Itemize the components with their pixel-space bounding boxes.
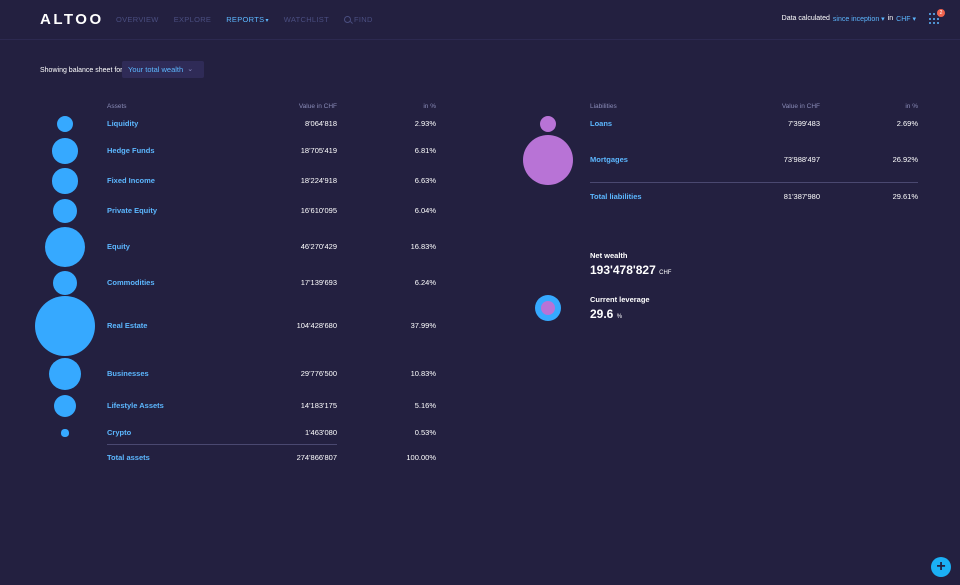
- total-liabilities-pct: 29.61%: [892, 192, 918, 201]
- asset-bubble: [48, 357, 82, 391]
- asset-pct: 10.83%: [410, 369, 436, 378]
- leverage-value: 29.6 %: [590, 307, 622, 321]
- chevron-down-icon: ⌄: [187, 66, 194, 73]
- liabilities-divider: [590, 182, 918, 183]
- asset-bubble: [53, 394, 77, 418]
- chevron-down-icon: ▾: [912, 16, 916, 23]
- net-wealth-unit: CHF: [659, 270, 672, 276]
- liability-pct: 2.69%: [896, 119, 918, 128]
- asset-label[interactable]: Equity: [107, 242, 130, 251]
- asset-pct: 2.93%: [414, 119, 436, 128]
- asset-label[interactable]: Businesses: [107, 369, 149, 378]
- assets-header: Assets: [107, 103, 127, 110]
- chevron-down-icon: ▾: [881, 16, 885, 23]
- calc-prefix: Data calculated: [781, 15, 830, 22]
- assets-pct-header: in %: [423, 103, 436, 110]
- asset-value: 18'705'419: [300, 146, 337, 155]
- net-wealth-label: Net wealth: [590, 251, 628, 260]
- nav-find[interactable]: FIND: [343, 15, 373, 24]
- asset-label[interactable]: Crypto: [107, 428, 132, 437]
- asset-bubble: [56, 115, 74, 133]
- asset-value: 8'064'818: [304, 119, 337, 128]
- asset-bubble: [52, 168, 78, 194]
- nav-reports-label: REPORTS: [226, 15, 265, 24]
- total-assets-label[interactable]: Total assets: [107, 453, 150, 462]
- asset-value: 18'224'918: [300, 176, 337, 185]
- leverage-label: Current leverage: [590, 295, 650, 304]
- asset-value: 1'463'080: [304, 428, 337, 437]
- asset-bubble: [44, 226, 86, 268]
- in-label: in: [887, 15, 894, 22]
- asset-bubble: [52, 198, 78, 224]
- asset-value: 16'610'095: [300, 206, 337, 215]
- altoo-logo[interactable]: ALTOO: [40, 11, 104, 28]
- total-liabilities-value: 81'387'980: [783, 192, 820, 201]
- liability-label[interactable]: Mortgages: [590, 155, 628, 164]
- asset-pct: 16.83%: [410, 242, 436, 251]
- main-nav: OVERVIEW EXPLORE REPORTS▾ WATCHLIST FIND: [116, 15, 388, 24]
- asset-label[interactable]: Private Equity: [107, 206, 158, 215]
- assets-value-header: Value in CHF: [298, 103, 337, 110]
- asset-value: 14'183'175: [300, 401, 337, 410]
- balance-sheet-label: Showing balance sheet for: [40, 67, 123, 74]
- liability-value: 7'399'483: [787, 119, 820, 128]
- period-label: since inception: [832, 16, 880, 23]
- wealth-selector-value: Your total wealth: [128, 65, 184, 74]
- leverage-bubble: [535, 295, 561, 321]
- net-wealth-amount: 193'478'827: [590, 263, 656, 277]
- asset-bubble: [61, 429, 69, 437]
- wealth-selector[interactable]: Your total wealth ⌄: [122, 61, 204, 78]
- asset-pct: 6.81%: [414, 146, 436, 155]
- liability-bubble: [539, 115, 557, 133]
- period-dropdown[interactable]: since inception ▾: [833, 15, 885, 23]
- asset-label[interactable]: Real Estate: [107, 321, 148, 330]
- asset-value: 46'270'429: [300, 242, 337, 251]
- asset-pct: 6.63%: [414, 176, 436, 185]
- chevron-down-icon: ▾: [265, 18, 269, 24]
- notification-badge: 2: [937, 9, 945, 17]
- asset-bubble: [52, 138, 78, 164]
- nav-overview[interactable]: OVERVIEW: [116, 15, 159, 24]
- currency-dropdown[interactable]: CHF ▾: [896, 15, 916, 23]
- currency-label: CHF: [896, 16, 911, 23]
- asset-value: 104'428'680: [296, 321, 337, 330]
- liabilities-pct-header: in %: [905, 103, 918, 110]
- asset-label[interactable]: Liquidity: [107, 119, 139, 128]
- liabilities-value-header: Value in CHF: [781, 103, 820, 110]
- asset-value: 17'139'693: [300, 278, 337, 287]
- asset-label[interactable]: Fixed Income: [107, 176, 155, 185]
- asset-value: 29'776'500: [300, 369, 337, 378]
- liability-pct: 26.92%: [892, 155, 918, 164]
- asset-pct: 6.24%: [414, 278, 436, 287]
- asset-label[interactable]: Commodities: [107, 278, 155, 287]
- asset-pct: 37.99%: [410, 321, 436, 330]
- leverage-unit: %: [616, 314, 623, 320]
- nav-reports[interactable]: REPORTS▾: [226, 15, 269, 24]
- liabilities-header: Liabilities: [590, 103, 617, 110]
- add-plus-icon[interactable]: +: [931, 557, 951, 577]
- top-bar: ALTOO OVERVIEW EXPLORE REPORTS▾ WATCHLIS…: [0, 0, 960, 40]
- leverage-amount: 29.6: [590, 307, 614, 321]
- nav-explore[interactable]: EXPLORE: [173, 15, 212, 24]
- data-calculation-settings: Data calculated since inception ▾ in CHF…: [782, 15, 916, 23]
- liability-bubble: [522, 134, 574, 186]
- asset-bubble: [52, 270, 78, 296]
- liability-value: 73'988'497: [783, 155, 820, 164]
- asset-label[interactable]: Lifestyle Assets: [107, 401, 164, 410]
- asset-label[interactable]: Hedge Funds: [107, 146, 155, 155]
- net-wealth-value: 193'478'827 CHF: [590, 263, 671, 277]
- total-liabilities-label[interactable]: Total liabilities: [590, 192, 642, 201]
- total-assets-pct: 100.00%: [406, 453, 436, 462]
- asset-pct: 6.04%: [414, 206, 436, 215]
- leverage-inner-bubble: [541, 301, 555, 315]
- nav-watchlist[interactable]: WATCHLIST: [283, 15, 329, 24]
- liability-label[interactable]: Loans: [590, 119, 613, 128]
- asset-pct: 0.53%: [414, 428, 436, 437]
- asset-bubble: [34, 295, 96, 357]
- total-assets-value: 274'866'807: [296, 453, 337, 462]
- nav-find-label: FIND: [353, 15, 373, 24]
- asset-pct: 5.16%: [414, 401, 436, 410]
- search-icon: [343, 16, 351, 23]
- assets-divider: [107, 444, 337, 445]
